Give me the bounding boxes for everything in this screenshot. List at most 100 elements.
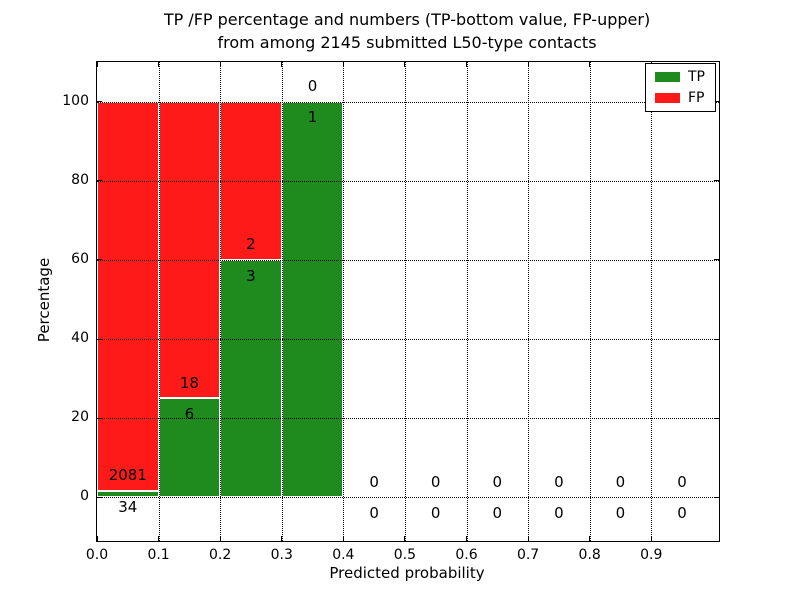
tp-count-label: 1: [307, 108, 318, 127]
x-tick-mark: [281, 536, 283, 541]
v-gridline: [281, 62, 283, 541]
tp-count-label: 0: [492, 504, 503, 523]
tp-swatch-icon: [655, 72, 680, 82]
x-tick-label: 0.7: [516, 547, 540, 563]
y-tick-mark: [714, 417, 719, 419]
x-tick-mark: [527, 62, 529, 67]
y-tick-mark: [714, 259, 719, 261]
x-tick-mark: [404, 536, 406, 541]
y-tick-label: 20: [71, 409, 89, 426]
x-tick-mark: [158, 62, 160, 67]
y-tick-label: 40: [71, 330, 89, 347]
x-tick-label: 0.1: [147, 547, 170, 563]
x-tick-mark: [158, 536, 160, 541]
fp-bar-segment: [158, 101, 221, 399]
y-tick-label: 100: [62, 92, 89, 109]
x-tick-label: 0.6: [455, 547, 478, 563]
tp-count-label: 0: [615, 504, 626, 523]
y-tick-mark: [97, 496, 102, 498]
v-gridline: [466, 62, 468, 541]
tp-count-label: 0: [677, 504, 687, 523]
y-tick-mark: [97, 101, 102, 103]
y-tick-label: 60: [71, 250, 89, 267]
y-tick-mark: [97, 338, 102, 340]
x-tick-mark: [404, 62, 406, 67]
x-tick-mark: [281, 62, 283, 67]
v-gridline: [343, 62, 345, 541]
fp-bar-segment: [97, 101, 159, 492]
x-tick-mark: [96, 62, 98, 67]
v-gridline: [528, 62, 530, 541]
fp-count-label: 0: [307, 76, 318, 95]
fp-count-label: 0: [492, 472, 503, 491]
fp-count-label: 2: [246, 235, 256, 254]
tp-count-label: 6: [184, 405, 195, 424]
tp-bar-segment: [281, 101, 344, 498]
y-tick-mark: [714, 496, 719, 498]
x-tick-mark: [342, 62, 344, 67]
x-tick-mark: [219, 62, 221, 67]
h-gridline: [97, 418, 719, 420]
fp-count-label: 0: [369, 472, 379, 491]
x-tick-mark: [589, 62, 591, 67]
plot-inner: 0.0 0.1 0.2 0.3 0.4 0.5 0.6 0.7 0.8 0.9 0 20 40 60 80 1…: [62, 62, 719, 563]
chart-title: TP /FP percentage and numbers (TP-bottom…: [164, 8, 650, 54]
fp-count-label: 2081: [108, 466, 147, 485]
legend-item-fp: FP: [655, 90, 705, 106]
tp-bar-segment: [97, 491, 159, 498]
x-tick-label: 0.2: [209, 547, 232, 563]
x-tick-label: 0.5: [393, 547, 417, 563]
fp-count-label: 0: [677, 472, 687, 491]
h-gridline: [97, 259, 719, 261]
x-tick-mark: [466, 536, 467, 541]
tp-count-label: 0: [430, 504, 441, 523]
x-axis-label: Predicted probability: [329, 564, 485, 582]
x-tick-mark: [527, 536, 529, 541]
h-gridline: [97, 180, 719, 182]
chart-title-line2: from among 2145 submitted L50-type conta…: [217, 33, 597, 52]
x-tick-label: 0.3: [270, 547, 293, 563]
x-tick-mark: [96, 536, 98, 541]
x-tick-mark: [466, 62, 467, 67]
legend: TP FP: [645, 63, 716, 112]
y-tick-mark: [97, 259, 102, 261]
legend-item-tp: TP: [655, 69, 705, 85]
x-tick-label: 0.8: [578, 547, 601, 563]
x-tick-mark: [650, 536, 652, 541]
fp-legend-label: FP: [688, 90, 705, 106]
fp-count-label: 0: [615, 472, 626, 491]
fp-swatch-icon: [655, 93, 680, 103]
v-gridline: [158, 62, 160, 541]
tp-count-label: 3: [246, 266, 256, 285]
fp-count-label: 18: [179, 373, 199, 392]
x-tick-label: 0.0: [85, 547, 109, 563]
tp-bar-segment: [220, 259, 282, 498]
y-tick-mark: [714, 338, 719, 340]
x-tick-mark: [219, 536, 221, 541]
chart-title-line1: TP /FP percentage and numbers (TP-bottom…: [163, 10, 651, 29]
y-tick-label: 0: [80, 488, 89, 505]
x-tick-mark: [589, 536, 591, 541]
y-tick-label: 80: [71, 171, 89, 188]
x-tick-label: 0.4: [332, 547, 355, 563]
tp-count-label: 0: [554, 504, 564, 523]
h-gridline: [97, 101, 719, 103]
v-gridline: [589, 62, 591, 541]
h-gridline: [97, 497, 719, 499]
tp-count-label: 34: [118, 497, 138, 516]
tp-legend-label: TP: [688, 69, 705, 85]
tp-count-label: 0: [369, 504, 379, 523]
y-tick-mark: [97, 417, 102, 419]
fp-count-label: 0: [430, 472, 441, 491]
v-gridline: [651, 62, 653, 541]
v-gridline: [404, 62, 406, 541]
y-tick-mark: [97, 180, 102, 182]
fp-count-label: 0: [554, 472, 564, 491]
v-gridline: [220, 62, 222, 541]
plot-area: 0.0 0.1 0.2 0.3 0.4 0.5 0.6 0.7 0.8 0.9 0 20 40 60 80 1…: [62, 61, 720, 563]
y-tick-mark: [714, 180, 719, 182]
x-tick-mark: [342, 536, 344, 541]
tp-bar-segment: [158, 398, 221, 498]
x-tick-label: 0.9: [640, 547, 663, 563]
